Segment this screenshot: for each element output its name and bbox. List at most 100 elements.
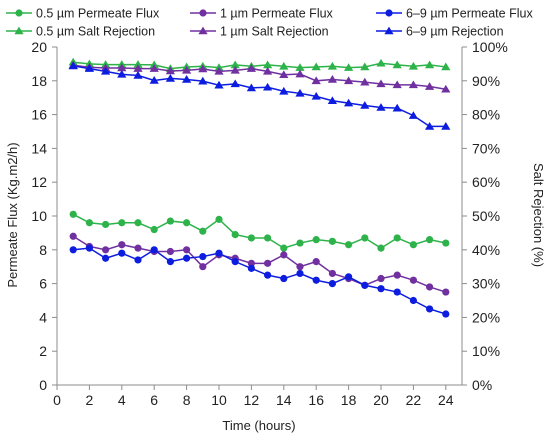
- data-point: [181, 65, 192, 74]
- data-point: [85, 244, 93, 252]
- data-point: [360, 62, 370, 71]
- y2-tick-label: 90%: [472, 73, 500, 89]
- data-point: [230, 79, 240, 88]
- data-point: [312, 276, 320, 284]
- data-point: [393, 288, 401, 296]
- series-line: [72, 235, 447, 293]
- data-point: [117, 69, 127, 78]
- y-tick-label: 16: [31, 107, 47, 123]
- data-point: [165, 74, 176, 82]
- x-tick-label: 12: [244, 392, 260, 408]
- y-tick-label: 14: [31, 140, 47, 156]
- series-6-9-m-permeate-flux: [69, 244, 450, 318]
- series-line: [73, 65, 446, 128]
- data-point: [199, 263, 207, 271]
- data-point: [442, 310, 450, 318]
- data-point: [247, 259, 255, 267]
- x-tick-label: 16: [308, 392, 324, 408]
- data-point: [360, 77, 370, 86]
- data-point: [393, 234, 401, 242]
- data-point: [198, 64, 208, 73]
- x-tick-label: 20: [373, 392, 389, 408]
- y-tick-label: 8: [39, 242, 47, 258]
- data-point: [247, 264, 255, 272]
- data-point: [327, 61, 338, 70]
- data-point: [328, 280, 336, 288]
- data-point: [183, 219, 191, 227]
- y-tick-label: 2: [39, 343, 47, 359]
- series-0-5-m-permeate-flux: [69, 210, 450, 252]
- data-point: [312, 258, 320, 266]
- legend-entry: 6–9 µm Permeate Flux: [376, 7, 533, 21]
- data-point: [85, 219, 93, 227]
- data-point: [327, 96, 338, 105]
- legend-entry: 0.5 µm Permeate Flux: [6, 7, 160, 21]
- data-point: [150, 225, 158, 234]
- y2-tick-label: 30%: [472, 276, 500, 292]
- legend-label: 6–9 µm Rejection: [406, 25, 504, 39]
- data-point: [361, 281, 369, 289]
- data-point: [426, 236, 434, 244]
- data-point: [312, 236, 320, 244]
- data-point: [69, 210, 77, 218]
- data-point: [247, 234, 255, 242]
- y2-tick-label: 80%: [472, 107, 500, 123]
- legend-swatch-marker: [15, 9, 23, 17]
- data-point: [424, 82, 435, 90]
- data-point: [345, 241, 353, 249]
- data-point: [215, 215, 223, 223]
- x-tick-label: 14: [276, 392, 292, 408]
- data-point: [392, 80, 402, 89]
- y-tick-label: 18: [31, 73, 47, 89]
- y2-tick-label: 70%: [472, 140, 500, 156]
- y2-tick-label: 40%: [472, 242, 500, 258]
- data-point: [296, 269, 304, 278]
- series-line: [72, 213, 446, 249]
- data-point: [69, 246, 77, 254]
- legend-label: 1 µm Permeate Flux: [220, 7, 334, 21]
- x-tick-label: 4: [118, 392, 126, 408]
- data-point: [328, 237, 336, 245]
- data-point: [426, 305, 434, 313]
- data-point: [295, 63, 305, 71]
- x-tick-label: 22: [406, 392, 422, 408]
- data-point: [165, 66, 176, 75]
- data-point: [311, 76, 321, 85]
- data-point: [311, 62, 321, 71]
- legend-swatch-marker: [14, 26, 24, 35]
- legend-swatch-marker: [384, 26, 394, 35]
- data-point: [424, 122, 435, 130]
- x-tick-label: 24: [438, 392, 454, 408]
- data-point: [149, 64, 159, 72]
- data-point: [376, 79, 386, 88]
- data-point: [409, 296, 417, 305]
- y2-tick-label: 100%: [472, 39, 508, 55]
- data-point: [102, 254, 110, 262]
- legend-label: 6–9 µm Permeate Flux: [406, 7, 533, 21]
- data-point: [442, 239, 450, 247]
- data-point: [166, 258, 174, 266]
- data-point: [328, 269, 336, 278]
- data-point: [345, 273, 353, 281]
- legend-entry: 1 µm Salt Rejection: [190, 25, 329, 39]
- y2-tick-label: 10%: [472, 343, 500, 359]
- data-point: [264, 234, 272, 242]
- data-point: [134, 256, 142, 264]
- legend-entry: 6–9 µm Rejection: [376, 25, 504, 39]
- data-point: [214, 66, 224, 75]
- data-point: [279, 86, 289, 95]
- data-point: [69, 232, 77, 240]
- y2-tick-label: 0%: [472, 377, 492, 393]
- data-point: [392, 103, 402, 112]
- data-point: [118, 219, 126, 227]
- x-tick-label: 2: [86, 392, 94, 408]
- data-point: [68, 61, 78, 70]
- y2-tick-label: 60%: [472, 174, 500, 190]
- data-point: [84, 64, 95, 72]
- data-point: [230, 65, 240, 74]
- data-point: [280, 251, 288, 259]
- legend: 0.5 µm Permeate Flux 1 µm Permeate Flux 6–…: [6, 7, 533, 39]
- y-tick-label: 20: [31, 39, 47, 55]
- data-point: [327, 75, 338, 83]
- y-tick-label: 10: [31, 208, 47, 224]
